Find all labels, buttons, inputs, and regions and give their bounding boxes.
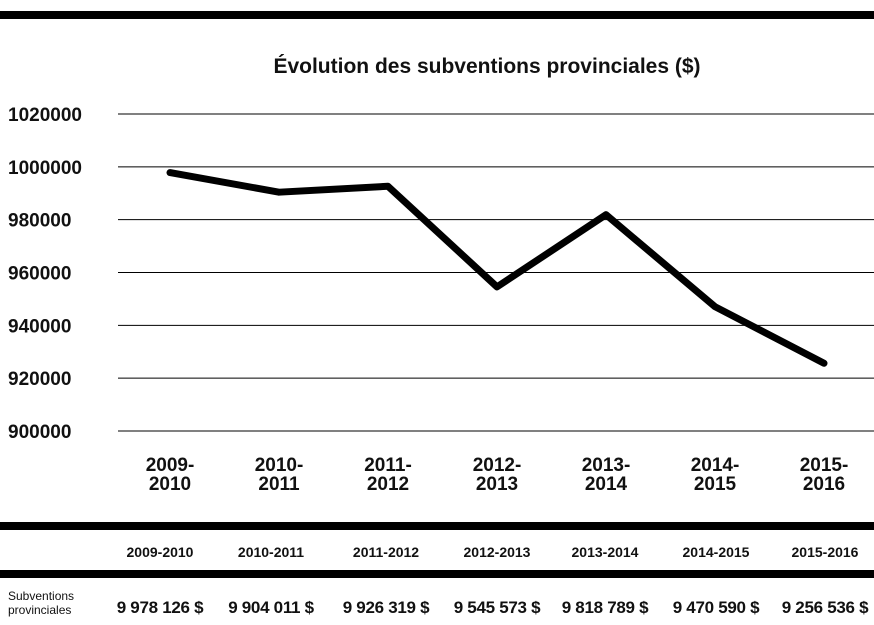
top-rule [0,11,874,19]
y-tick-label: 920000 [8,369,71,390]
y-tick-label: 940000 [8,316,71,337]
table-mid-rule [0,570,874,578]
row-label-line1: Subventions [8,589,75,603]
x-tick-label: 2012- [473,455,522,476]
x-tick-label: 2010- [255,455,304,476]
x-tick-label: 2013- [582,455,631,476]
x-tick-label: 2013 [476,474,518,495]
row-label-line2: provinciales [8,603,72,617]
data-point [821,360,827,367]
data-point [385,183,391,190]
x-tick-label: 2015 [694,474,737,495]
table-value-cell: 9 818 789 $ [561,598,649,617]
table-header-cell: 2015-2016 [791,544,859,560]
table-value-cell: 9 470 590 $ [672,598,760,617]
table-header-cell: 2011-2012 [352,544,420,560]
x-tick-label: 2015- [800,455,849,476]
table-value-cell: 9 978 126 $ [116,598,204,617]
x-tick-label: 2011- [364,455,412,476]
data-point [276,189,282,196]
x-tick-label: 2010 [149,474,191,495]
x-tick-label: 2014- [691,455,740,476]
data-point [494,283,500,290]
x-tick-label: 2014 [585,474,628,495]
table-header-cell: 2009-2010 [126,544,194,560]
table-header-cell: 2010-2011 [237,544,305,560]
x-tick-label: 2011 [258,474,300,495]
chart-title: Évolution des subventions provinciales (… [273,55,701,78]
table-header-cell: 2013-2014 [571,544,639,560]
x-tick-label: 2009- [146,455,195,476]
x-tick-label: 2016 [803,474,845,495]
row-label: Subventions provinciales [8,589,74,617]
line-chart: 900000 920000 940000 960000 980000 1000000 102… [8,105,874,495]
table-value-cell: 9 256 536 $ [781,598,869,617]
data-point [603,211,609,218]
table-top-rule [0,522,874,530]
data-point [712,303,718,310]
table-header-cell: 2014-2015 [682,544,750,560]
y-tick-label: 900000 [8,422,71,443]
x-tick-label: 2012 [367,474,409,495]
data-point [167,169,173,176]
y-tick-label: 1020000 [8,105,82,126]
series-line [166,169,828,367]
table-value-cell: 9 904 011 $ [228,598,314,617]
table-value-cell: 9 545 573 $ [453,598,541,617]
table-header-cell: 2012-2013 [463,544,531,560]
y-tick-label: 1000000 [8,158,82,179]
table-value-cell: 9 926 319 $ [342,598,430,617]
y-tick-label: 960000 [8,264,71,285]
y-tick-label: 980000 [8,211,71,232]
